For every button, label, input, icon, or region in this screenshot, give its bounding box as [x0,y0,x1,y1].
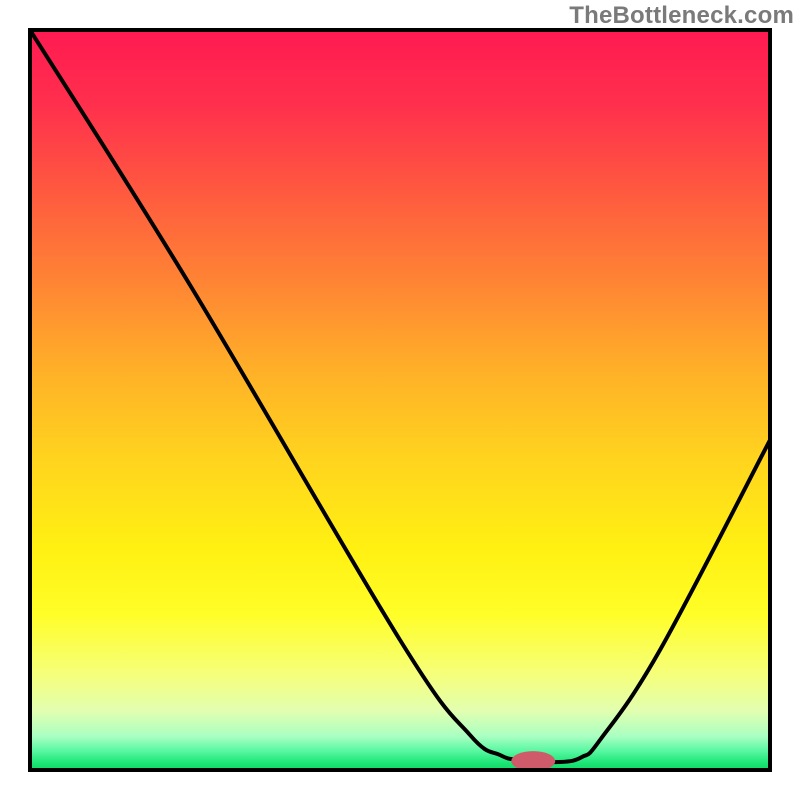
gradient-background [30,30,770,770]
bottleneck-chart [0,0,800,800]
watermark-text: TheBottleneck.com [569,2,794,30]
chart-container: { "watermark": { "text": "TheBottleneck.… [0,0,800,800]
